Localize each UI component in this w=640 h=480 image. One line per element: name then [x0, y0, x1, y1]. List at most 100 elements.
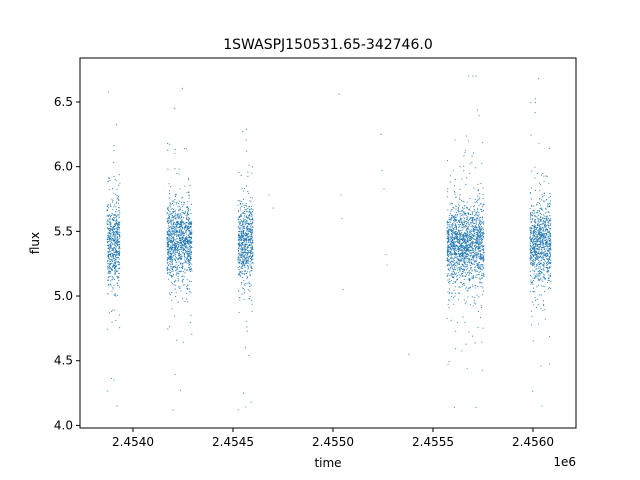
- data-point: [479, 264, 481, 266]
- data-point: [185, 239, 187, 241]
- data-point: [448, 245, 450, 247]
- data-point: [534, 277, 536, 279]
- data-point: [541, 214, 543, 216]
- data-point: [182, 217, 184, 219]
- data-point: [172, 250, 174, 252]
- data-point: [170, 226, 172, 228]
- data-point: [450, 237, 453, 240]
- data-point: [447, 209, 449, 211]
- data-point: [250, 208, 252, 210]
- data-point: [457, 267, 459, 269]
- data-point: [459, 224, 462, 226]
- data-point: [466, 233, 468, 235]
- data-point: [244, 265, 246, 267]
- data-point: [167, 209, 170, 211]
- data-point: [452, 228, 454, 230]
- data-point: [533, 246, 535, 248]
- data-point: [531, 218, 534, 220]
- data-point: [481, 274, 483, 276]
- data-point: [183, 244, 185, 246]
- data-point: [463, 214, 465, 216]
- data-point: [532, 278, 534, 280]
- data-point: [476, 294, 478, 296]
- data-point: [241, 247, 244, 249]
- data-point: [458, 238, 460, 241]
- data-point: [530, 212, 532, 214]
- data-point: [455, 232, 457, 234]
- data-point: [540, 255, 542, 258]
- data-point: [465, 229, 467, 231]
- data-point: [482, 236, 484, 238]
- data-point: [453, 259, 456, 262]
- data-point: [111, 260, 113, 262]
- data-point: [242, 277, 244, 279]
- data-point: [462, 238, 464, 240]
- data-point: [116, 246, 118, 248]
- data-point: [116, 271, 118, 273]
- data-point: [465, 246, 467, 248]
- data-point: [539, 294, 541, 296]
- data-point: [117, 250, 120, 252]
- data-point: [171, 265, 173, 268]
- data-point: [476, 270, 478, 273]
- data-point: [463, 216, 465, 218]
- data-point: [250, 256, 252, 258]
- data-point: [167, 251, 169, 253]
- data-point: [113, 254, 115, 256]
- data-point: [459, 253, 461, 255]
- data-point: [545, 252, 547, 254]
- data-point: [449, 234, 451, 236]
- data-point: [176, 248, 178, 250]
- data-point: [461, 272, 464, 274]
- data-point: [185, 214, 187, 216]
- data-point: [474, 198, 476, 200]
- data-point: [172, 212, 174, 214]
- data-point: [241, 249, 243, 251]
- data-point: [113, 145, 115, 147]
- data-point: [476, 212, 478, 214]
- data-point: [240, 243, 242, 245]
- data-point: [188, 177, 190, 179]
- data-point: [168, 229, 170, 231]
- data-point: [244, 228, 246, 230]
- data-point: [465, 256, 467, 258]
- data-point: [170, 252, 172, 254]
- data-point: [190, 229, 193, 231]
- data-point: [477, 270, 479, 272]
- data-point: [546, 241, 548, 243]
- data-point: [482, 220, 484, 222]
- data-point: [550, 235, 552, 238]
- data-point: [167, 246, 169, 248]
- data-point: [448, 282, 450, 284]
- data-point: [115, 193, 117, 195]
- data-point: [463, 284, 465, 287]
- data-point: [471, 230, 473, 233]
- data-point: [190, 223, 192, 226]
- data-point: [180, 229, 182, 231]
- data-point: [456, 257, 458, 259]
- data-point: [110, 215, 113, 217]
- data-point: [543, 262, 545, 265]
- data-point: [119, 252, 121, 255]
- data-point: [472, 152, 474, 154]
- data-point: [116, 208, 118, 210]
- data-point: [170, 214, 172, 216]
- data-point: [243, 256, 245, 258]
- data-point: [540, 208, 542, 210]
- data-point: [467, 246, 469, 248]
- data-point: [454, 185, 456, 187]
- data-point: [113, 192, 115, 194]
- data-point: [250, 223, 252, 225]
- data-point: [118, 267, 121, 269]
- data-point: [177, 249, 179, 251]
- data-point: [466, 368, 468, 370]
- data-point: [476, 257, 478, 259]
- data-point: [240, 260, 242, 262]
- data-point: [241, 219, 243, 221]
- data-point: [462, 229, 464, 231]
- data-point: [456, 213, 458, 216]
- data-point: [463, 201, 465, 203]
- data-point: [454, 193, 456, 195]
- data-point: [251, 256, 253, 258]
- data-point: [450, 229, 452, 231]
